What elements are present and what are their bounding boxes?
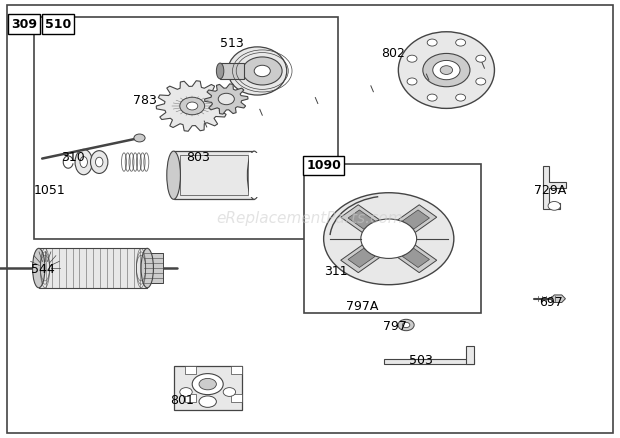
Circle shape [407,55,417,62]
Text: 797: 797 [383,320,407,333]
Bar [174,151,254,199]
Bar [185,366,196,374]
Circle shape [398,319,414,331]
Circle shape [402,322,410,328]
Circle shape [218,93,234,105]
Bar [466,346,474,364]
Text: 803: 803 [186,151,210,164]
Bar [34,17,338,239]
Polygon shape [348,210,375,229]
Text: 309: 309 [11,18,37,31]
Text: 797A: 797A [346,300,378,313]
Circle shape [427,94,437,101]
Ellipse shape [228,47,286,95]
Text: 697: 697 [539,296,563,309]
Ellipse shape [180,388,192,396]
Bar [384,359,474,364]
Bar [220,63,244,79]
Bar [185,394,196,402]
Ellipse shape [247,151,261,199]
Circle shape [456,94,466,101]
Circle shape [476,55,485,62]
Bar [249,153,263,197]
Text: 513: 513 [220,37,244,50]
Ellipse shape [398,32,495,109]
Polygon shape [551,295,565,303]
Bar [180,155,248,195]
Text: 1051: 1051 [34,184,66,197]
Circle shape [476,78,485,85]
Polygon shape [341,205,383,234]
Ellipse shape [223,388,236,396]
Circle shape [456,39,466,46]
Bar [174,366,242,410]
Ellipse shape [95,157,103,167]
Circle shape [254,65,270,77]
Bar [231,394,242,402]
Circle shape [427,39,437,46]
Text: 729A: 729A [534,184,567,197]
Text: 783: 783 [133,94,157,107]
Circle shape [242,57,282,85]
Circle shape [440,66,453,74]
Circle shape [423,53,470,87]
Text: 1090: 1090 [306,159,341,172]
Bar [38,248,148,288]
Circle shape [361,219,417,258]
Polygon shape [205,84,248,114]
Polygon shape [348,248,375,268]
Polygon shape [402,210,430,229]
Polygon shape [395,243,436,272]
Ellipse shape [216,63,224,79]
Ellipse shape [167,151,180,199]
Ellipse shape [75,149,92,175]
Bar [231,366,242,374]
Text: 544: 544 [31,263,55,276]
Ellipse shape [199,396,216,407]
Text: 802: 802 [381,47,405,60]
Ellipse shape [192,374,223,395]
Text: 801: 801 [170,394,195,407]
Ellipse shape [80,157,87,168]
Ellipse shape [141,248,153,288]
Ellipse shape [91,151,108,173]
Text: 310: 310 [61,151,84,164]
Circle shape [324,193,454,285]
Ellipse shape [32,248,45,288]
Circle shape [433,60,460,80]
Bar [304,164,480,313]
Polygon shape [341,243,383,272]
Text: 510: 510 [45,18,71,31]
Circle shape [548,201,560,210]
Bar [144,253,163,283]
Circle shape [180,97,205,115]
Text: 503: 503 [409,353,433,367]
Text: eReplacementParts.com: eReplacementParts.com [216,212,404,226]
Circle shape [187,102,198,110]
Text: 311: 311 [324,265,348,278]
Ellipse shape [199,378,216,390]
Circle shape [407,78,417,85]
Polygon shape [395,205,436,234]
Polygon shape [542,166,566,209]
Polygon shape [156,81,228,131]
Circle shape [134,134,145,142]
Polygon shape [402,248,430,268]
